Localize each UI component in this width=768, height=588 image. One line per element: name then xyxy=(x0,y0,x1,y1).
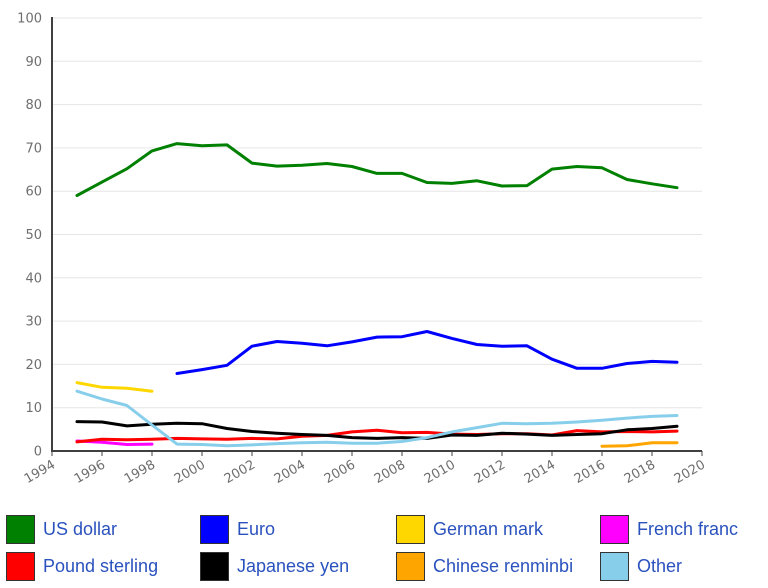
gridlines xyxy=(52,17,702,409)
legend: US dollar Euro German mark French franc … xyxy=(0,508,768,588)
series-lines xyxy=(75,142,679,448)
y-tick-label-100: 100 xyxy=(17,12,42,27)
legend-label: German mark xyxy=(433,518,544,539)
tick-labels: 0 10 20 30 40 50 60 70 80 90 100 1994 1996 1998 2000 20… xyxy=(17,12,708,488)
legend-swatch xyxy=(396,551,425,581)
legend-item-german-mark: German mark xyxy=(396,512,543,546)
legend-item-us-dollar: US dollar xyxy=(6,512,117,546)
legend-item-chinese-renminbi: Chinese renminbi xyxy=(396,549,573,583)
x-tick-label-2002: 2002 xyxy=(222,457,258,487)
legend-swatch xyxy=(600,551,629,581)
legend-label: Other xyxy=(637,555,683,576)
y-tick-label-30: 30 xyxy=(25,315,42,330)
series-line-german-mark xyxy=(75,381,154,393)
y-tick-label-50: 50 xyxy=(25,228,42,243)
x-tick-label-2006: 2006 xyxy=(322,457,358,487)
series-line-chinese-renminbi xyxy=(600,441,679,448)
y-tick-label-90: 90 xyxy=(25,55,42,70)
y-tick-label-80: 80 xyxy=(25,98,42,113)
x-tick-label-2004: 2004 xyxy=(272,457,308,487)
legend-swatch xyxy=(200,551,229,581)
legend-label: Chinese renminbi xyxy=(433,555,574,576)
x-tick-label-2008: 2008 xyxy=(372,457,408,487)
legend-label: French franc xyxy=(637,518,739,539)
x-tick-label-2014: 2014 xyxy=(522,457,558,487)
y-tick-label-20: 20 xyxy=(25,358,42,373)
legend-swatch xyxy=(6,551,35,581)
x-tick-label-2016: 2016 xyxy=(572,457,608,487)
legend-swatch xyxy=(200,514,229,544)
series-line-other xyxy=(75,389,679,448)
legend-item-pound-sterling: Pound sterling xyxy=(6,549,158,583)
line-chart: 0 10 20 30 40 50 60 70 80 90 100 1994 1996 1998 2000 20… xyxy=(17,12,708,488)
x-tick-label-2010: 2010 xyxy=(422,457,458,487)
y-tick-label-70: 70 xyxy=(25,141,42,156)
y-tick-label-0: 0 xyxy=(34,445,42,460)
legend-swatch xyxy=(600,514,629,544)
legend-item-japanese-yen: Japanese yen xyxy=(200,549,349,583)
legend-item-other: Other xyxy=(600,549,682,583)
series-line-us-dollar xyxy=(75,142,679,197)
series-line-euro xyxy=(175,330,679,375)
legend-label: Pound sterling xyxy=(43,555,159,576)
x-tick-label-1998: 1998 xyxy=(122,457,158,487)
x-tick-label-2020: 2020 xyxy=(672,457,708,487)
legend-label: US dollar xyxy=(43,518,118,539)
y-tick-label-60: 60 xyxy=(25,185,42,200)
x-tick-label-1994: 1994 xyxy=(22,457,58,487)
y-tick-label-40: 40 xyxy=(25,271,42,286)
legend-label: Euro xyxy=(237,518,276,539)
series-line-pound-sterling xyxy=(75,428,679,444)
legend-label: Japanese yen xyxy=(237,555,350,576)
x-tick-label-2018: 2018 xyxy=(622,457,658,487)
y-tick-label-10: 10 xyxy=(25,401,42,416)
legend-item-french-franc: French franc xyxy=(600,512,738,546)
legend-swatch xyxy=(6,514,35,544)
legend-item-euro: Euro xyxy=(200,512,275,546)
x-tick-label-2000: 2000 xyxy=(172,457,208,487)
axes xyxy=(51,17,703,456)
legend-swatch xyxy=(396,514,425,544)
x-tick-label-2012: 2012 xyxy=(472,457,508,487)
series-line-japanese-yen xyxy=(75,420,679,440)
x-tick-label-1996: 1996 xyxy=(72,457,108,487)
